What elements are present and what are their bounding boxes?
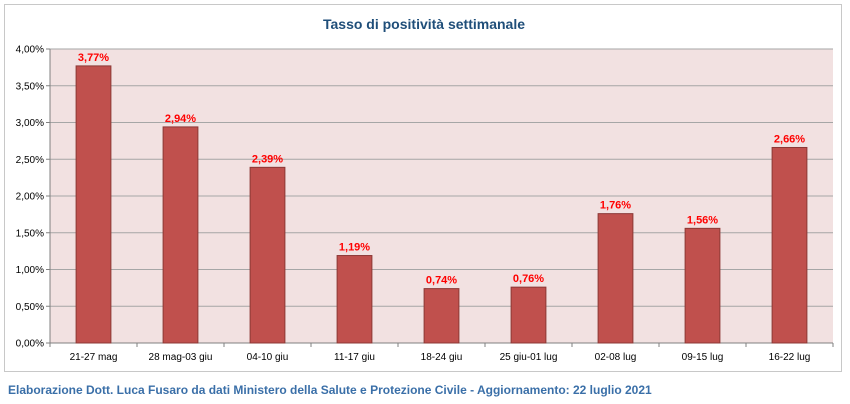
bar: [771, 146, 808, 344]
chart-frame: 0,00% 0,50% 1,00% 1,50% 2,00% 2,50% 3,00% 3,50%…: [4, 4, 842, 372]
data-label: 1,76%: [600, 200, 631, 212]
data-label: 3,77%: [78, 52, 109, 64]
y-tick-label: 1,00%: [16, 265, 44, 276]
data-label: 1,19%: [339, 242, 370, 254]
bar-chart: 0,00% 0,50% 1,00% 1,50% 2,00% 2,50% 3,00% 3,50%…: [16, 16, 834, 363]
x-tick-label: 09-15 lug: [682, 352, 724, 363]
x-tick-label: 28 mag-03 giu: [149, 352, 213, 363]
data-label: 0,74%: [426, 275, 457, 287]
y-tick-label: 2,50%: [16, 155, 44, 166]
bar: [684, 227, 721, 344]
x-tick-label: 04-10 giu: [247, 352, 289, 363]
y-tick-label: 0,00%: [16, 339, 44, 350]
bar: [423, 288, 460, 344]
y-tick-label: 3,50%: [16, 81, 44, 92]
bar: [510, 286, 547, 344]
y-tick-label: 3,00%: [16, 118, 44, 129]
bar: [249, 166, 286, 344]
x-tick-label: 18-24 giu: [421, 352, 463, 363]
x-tick-label: 25 giu-01 lug: [500, 352, 558, 363]
y-tick-label: 2,00%: [16, 192, 44, 203]
data-label: 2,39%: [252, 153, 283, 165]
x-tick-label: 16-22 lug: [769, 352, 811, 363]
data-label: 2,94%: [165, 113, 196, 125]
x-tick-label: 11-17 giu: [334, 352, 375, 363]
data-label: 0,76%: [513, 273, 544, 285]
footer-credit: Elaborazione Dott. Luca Fusaro da dati M…: [8, 383, 652, 397]
x-tick-label: 02-08 lug: [595, 352, 637, 363]
bar: [336, 255, 373, 344]
bar: [162, 126, 199, 344]
y-tick-label: 4,00%: [16, 45, 44, 56]
bar: [597, 213, 634, 344]
x-tick-label: 21-27 mag: [70, 352, 118, 363]
data-label: 1,56%: [687, 214, 718, 226]
chart-title: Tasso di positività settimanale: [323, 16, 525, 32]
bar: [75, 65, 112, 344]
y-tick-label: 1,50%: [16, 228, 44, 239]
data-label: 2,66%: [774, 133, 805, 145]
y-tick-label: 0,50%: [16, 302, 44, 313]
